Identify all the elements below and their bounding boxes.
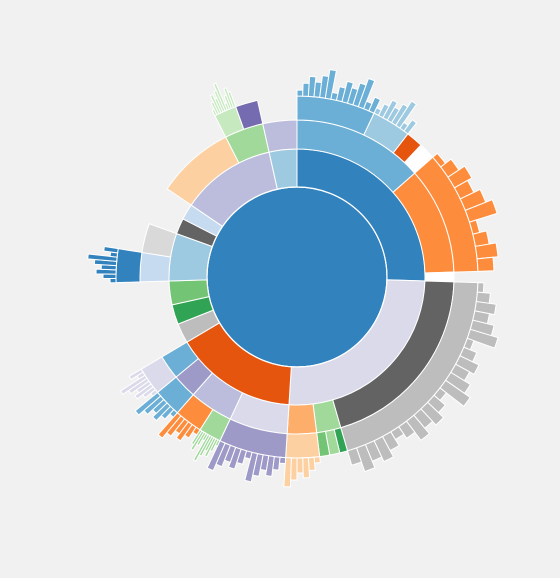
sunburst-level4-sliver[interactable] (102, 273, 117, 280)
sunburst-level3-segment[interactable] (285, 432, 321, 459)
sunburst-level2-segment[interactable] (139, 251, 172, 283)
root-outline (206, 186, 388, 368)
sunburst-level4-sliver[interactable] (128, 368, 144, 381)
sunburst-level4-sliver[interactable] (302, 457, 311, 479)
sunburst-level2-segment[interactable] (424, 271, 455, 283)
sunburst-level2-segment[interactable] (141, 223, 178, 258)
sunburst-level3-segment[interactable] (115, 248, 143, 284)
sunburst-level4-sliver[interactable] (476, 256, 495, 272)
sunburst-level2-segment[interactable] (262, 119, 298, 153)
sunburst-level4-sliver[interactable] (103, 245, 119, 254)
sunburst-root[interactable] (206, 186, 388, 368)
sunburst-level2-segment[interactable] (286, 403, 318, 435)
sunburst-level4-sliver[interactable] (296, 457, 304, 474)
sunburst-level4-sliver[interactable] (476, 282, 485, 294)
sunburst-level4-sliver[interactable] (296, 89, 304, 97)
sunburst-level4-sliver[interactable] (109, 277, 117, 284)
